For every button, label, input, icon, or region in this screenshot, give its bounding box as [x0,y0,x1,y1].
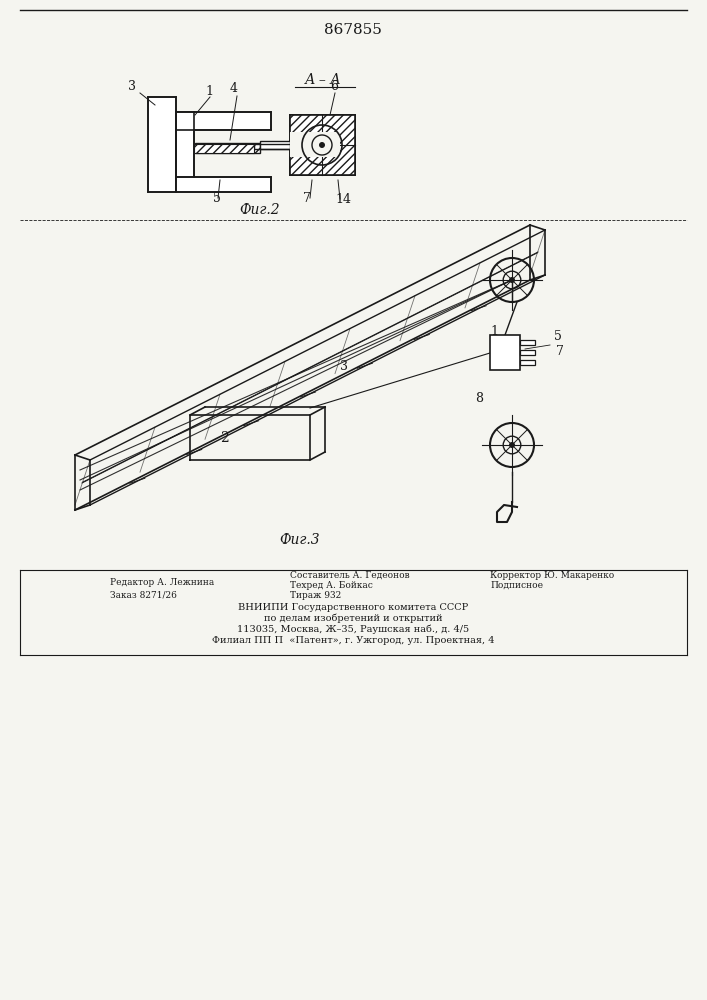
Bar [176,112,194,180]
Text: Составитель А. Гедеонов: Составитель А. Гедеонов [290,571,409,580]
Text: 5: 5 [554,330,562,343]
Text: 3: 3 [128,80,136,93]
Text: 867855: 867855 [324,23,382,37]
Bar [520,350,535,355]
Text: Редактор А. Лежнина: Редактор А. Лежнина [110,578,214,587]
Text: Фиг.2: Фиг.2 [240,203,280,217]
Text: 6: 6 [330,80,338,93]
Text: 7: 7 [556,345,564,358]
Text: Тираж 932: Тираж 932 [290,591,341,600]
Text: по делам изобретений и открытий: по делам изобретений и открытий [264,613,443,623]
Bar [290,115,355,175]
Bar [176,177,271,192]
Text: Заказ 8271/26: Заказ 8271/26 [110,590,177,599]
Bar [290,115,355,175]
Bar [490,335,520,370]
Text: 4: 4 [230,82,238,95]
Text: 14: 14 [335,193,351,206]
Text: 2: 2 [220,431,229,445]
Bar [260,141,290,149]
Text: Подписное: Подписное [490,581,543,590]
Bar [176,112,271,130]
Bar [305,132,340,157]
Bar [290,132,305,157]
Text: 5: 5 [213,192,221,205]
Text: 3: 3 [340,360,348,373]
Circle shape [509,442,515,448]
Text: 113035, Москва, Ж–35, Раушская наб., д. 4/5: 113035, Москва, Ж–35, Раушская наб., д. … [237,624,469,634]
Text: 1: 1 [205,85,213,98]
Text: 7: 7 [303,192,311,205]
Bar [194,144,254,153]
Text: Корректор Ю. Макаренко: Корректор Ю. Макаренко [490,571,614,580]
Bar [148,97,176,192]
Text: Филиал ПП П  «Патент», г. Ужгород, ул. Проектная, 4: Филиал ПП П «Патент», г. Ужгород, ул. Пр… [212,636,494,645]
Bar [520,340,535,345]
Text: Фиг.3: Фиг.3 [280,533,320,547]
Text: А – А: А – А [305,73,341,87]
Bar [520,360,535,365]
Text: 8: 8 [475,392,483,405]
Circle shape [509,277,515,283]
Text: ВНИИПИ Государственного комитета СССР: ВНИИПИ Государственного комитета СССР [238,603,468,612]
Text: 1: 1 [490,325,498,338]
Bar [195,143,260,153]
Circle shape [319,142,325,148]
Text: Техред А. Бойкас: Техред А. Бойкас [290,581,373,590]
